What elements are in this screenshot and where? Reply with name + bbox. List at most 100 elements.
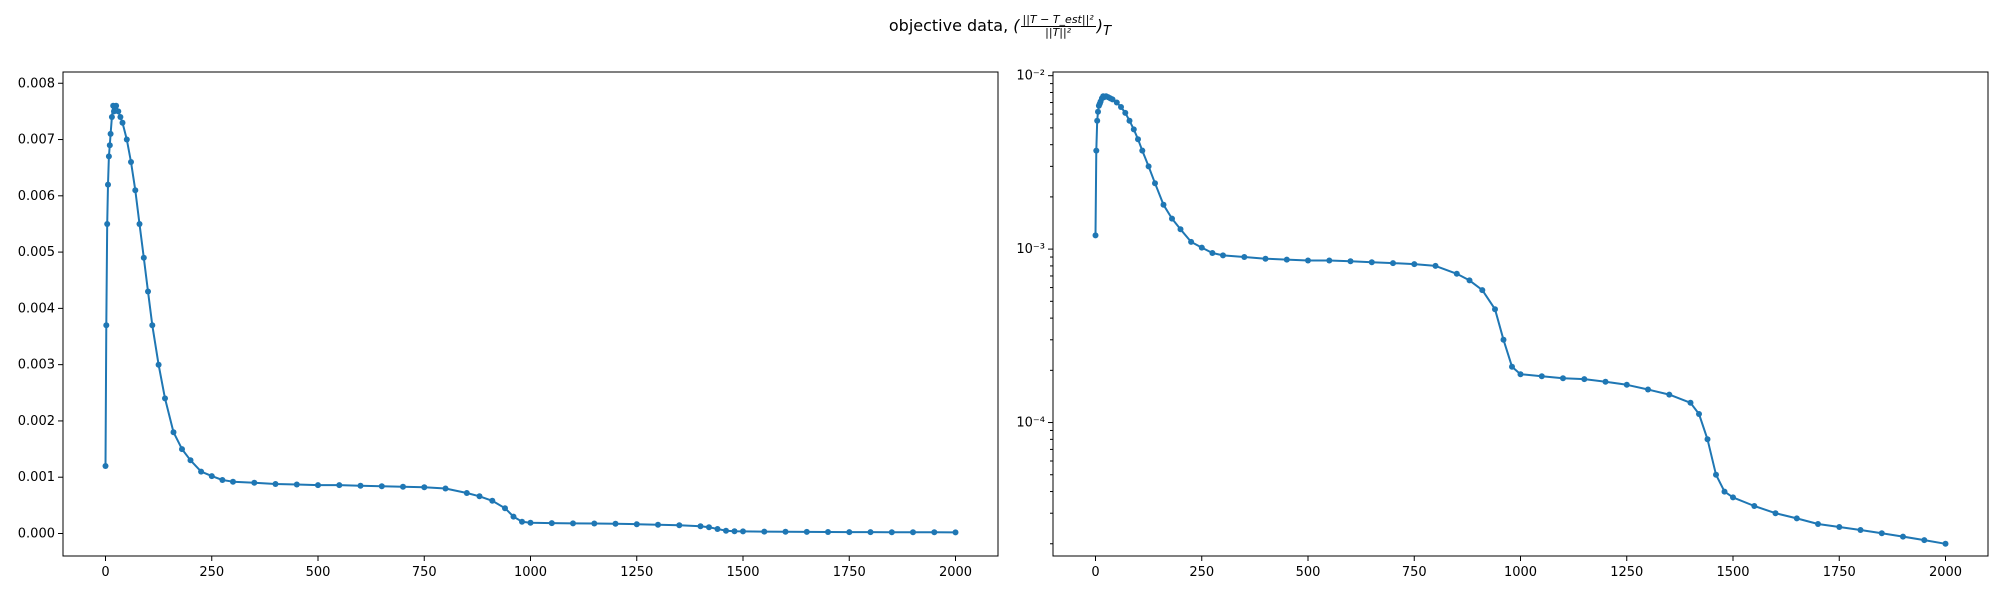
x-tick-label: 1500 [1716, 565, 1749, 580]
data-point [1109, 96, 1116, 103]
data-point [1094, 117, 1101, 124]
data-point [357, 482, 364, 489]
data-point [1602, 378, 1609, 385]
data-point [570, 520, 576, 527]
x-tick-label: 250 [1189, 565, 1214, 580]
data-point [697, 523, 704, 530]
x-tick-label: 1250 [1610, 565, 1643, 580]
y-tick-label: 10⁻⁴ [1016, 416, 1045, 431]
data-point [782, 528, 789, 535]
data-point [1113, 99, 1120, 106]
data-point [1581, 376, 1588, 383]
data-point [1118, 104, 1124, 110]
data-point [1126, 117, 1133, 124]
figure-title-prefix: objective data, [888, 16, 1009, 35]
data-point [155, 361, 162, 368]
data-point [1479, 287, 1486, 294]
plot-frame [62, 71, 999, 557]
data-point [208, 473, 215, 480]
data-point [655, 521, 661, 528]
data-point [272, 481, 279, 487]
data-point [179, 446, 185, 453]
y-tick-label: 0.003 [18, 358, 55, 373]
y-tick-label: 10⁻² [1016, 69, 1045, 84]
series-line [1094, 95, 1946, 545]
data-point [136, 221, 143, 227]
data-point [888, 529, 895, 536]
x-tick-label: 2000 [1929, 565, 1962, 580]
data-point [1751, 503, 1758, 509]
data-point [591, 520, 598, 527]
data-point [107, 130, 114, 137]
data-point [421, 484, 428, 491]
x-tick-label: 250 [199, 565, 224, 580]
data-point [633, 521, 640, 528]
data-point [315, 482, 321, 489]
data-point [1704, 436, 1711, 443]
y-tick-label: 0.004 [18, 301, 55, 316]
data-point [1453, 270, 1460, 277]
data-point [123, 136, 130, 143]
data-point [846, 529, 853, 536]
data-point [140, 254, 147, 261]
data-point [1696, 411, 1702, 417]
data-point [1921, 537, 1928, 544]
x-tick-label: 1250 [620, 565, 653, 580]
data-point [1220, 252, 1226, 259]
data-point [825, 529, 831, 535]
y-tick-label: 0.001 [18, 470, 55, 485]
data-point [1492, 306, 1498, 313]
y-tick-label: 0.000 [18, 526, 55, 541]
data-point [1122, 109, 1129, 116]
data-point [931, 529, 938, 536]
data-point [251, 479, 258, 486]
data-point [1538, 373, 1545, 380]
data-point [113, 102, 120, 109]
x-tick-label: 0 [101, 565, 109, 580]
data-point [1152, 180, 1158, 187]
figure-title-close: ) [1096, 16, 1103, 35]
data-point [1878, 530, 1885, 537]
y-tick-label: 10⁻³ [1016, 242, 1045, 257]
figure-title-subscript: T [1102, 24, 1112, 40]
data-point [1188, 238, 1195, 245]
x-tick-label: 750 [1402, 565, 1427, 580]
data-point [1466, 277, 1473, 284]
y-tick-label: 0.007 [18, 133, 55, 148]
data-point [108, 114, 115, 120]
data-point [105, 153, 112, 160]
data-point [132, 187, 139, 194]
data-point [105, 181, 111, 188]
data-point [803, 528, 810, 535]
data-point [1836, 524, 1843, 530]
data-point [1305, 257, 1311, 264]
data-point [1198, 244, 1205, 251]
data-point [1942, 540, 1949, 547]
y-tick-label: 0.008 [18, 76, 55, 91]
data-point [723, 527, 729, 534]
data-point [1139, 147, 1146, 154]
data-point [476, 493, 483, 500]
figure-title: objective data, (||T − T_est||² ||T||²)T [0, 14, 2000, 40]
x-tick-label: 1750 [833, 565, 866, 580]
data-point [1517, 371, 1524, 378]
data-point [548, 520, 555, 527]
data-point [1730, 494, 1736, 501]
data-point [230, 478, 236, 485]
data-point [676, 522, 683, 529]
y-tick-label: 0.005 [18, 245, 55, 260]
data-point [104, 221, 111, 227]
data-point [1560, 375, 1566, 382]
data-point [187, 457, 194, 464]
data-point [502, 505, 508, 512]
data-point [170, 429, 177, 436]
data-point [1209, 250, 1216, 256]
data-point [1130, 126, 1137, 133]
data-point [1262, 255, 1269, 262]
data-point [489, 497, 496, 504]
data-point [145, 288, 151, 295]
data-point [442, 485, 449, 492]
data-point [527, 519, 534, 526]
data-point [128, 159, 134, 165]
